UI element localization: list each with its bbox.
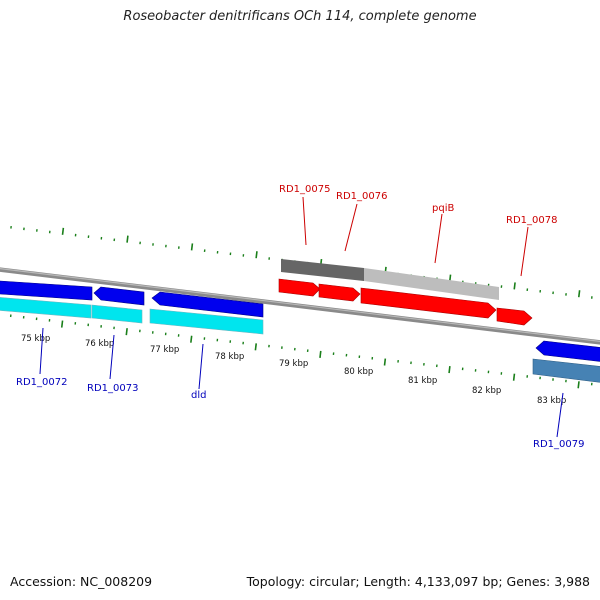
genome-summary: Topology: circular; Length: 4,133,097 bp…	[246, 574, 590, 589]
feature-bar-cyan-2	[91, 304, 143, 324]
gene-label-rd1-0073[interactable]: RD1_0073	[87, 383, 138, 394]
gene-arrow-rd1-0075[interactable]	[278, 278, 321, 297]
scale-label: 79 kbp	[279, 359, 308, 369]
major-tick	[60, 320, 64, 328]
scale-label: 75 kbp	[21, 334, 50, 344]
major-tick	[190, 243, 194, 251]
feature-bar-steel	[532, 358, 600, 383]
major-tick	[255, 251, 258, 259]
bottom-gene-labels: RD1_0072 RD1_0073 dld RD1_0079	[16, 327, 584, 450]
gene-label-rd1-0075[interactable]: RD1_0075	[279, 184, 330, 195]
major-tick	[512, 373, 516, 381]
top-gene-labels: RD1_0075 RD1_0076 pqiB RD1_0078	[279, 184, 557, 277]
major-tick	[577, 290, 581, 298]
leader-line	[434, 213, 443, 264]
major-tick	[448, 366, 451, 374]
gene-arrow-rd1-0079[interactable]	[535, 340, 600, 362]
scale-label: 81 kbp	[408, 376, 437, 386]
scale-label: 83 kbp	[537, 396, 566, 406]
major-tick	[577, 381, 580, 389]
genome-backbone-highlight	[0, 268, 600, 342]
scale-label: 82 kbp	[472, 386, 501, 396]
major-tick	[190, 335, 193, 343]
gene-arrow-rd1-0073[interactable]	[93, 286, 145, 306]
major-tick	[319, 350, 322, 358]
accession-label: Accession: NC_008209	[10, 574, 153, 589]
scale-labels: 75 kbp 76 kbp 77 kbp 78 kbp 79 kbp 80 kb…	[21, 334, 566, 406]
major-tick	[125, 328, 128, 336]
gene-label-pqib[interactable]: pqiB	[432, 203, 454, 214]
leader-line	[109, 334, 115, 380]
gene-label-rd1-0072[interactable]: RD1_0072	[16, 377, 67, 388]
gene-label-rd1-0078[interactable]: RD1_0078	[506, 215, 557, 226]
major-tick	[513, 282, 516, 290]
gene-arrow-pqib[interactable]	[360, 287, 497, 319]
scale-label: 77 kbp	[150, 345, 179, 355]
gene-arrow-rd1-0076[interactable]	[318, 283, 361, 302]
gene-label-rd1-0079[interactable]: RD1_0079	[533, 439, 584, 450]
gene-arrow-dld[interactable]	[151, 291, 264, 318]
feature-bar-cyan-3	[149, 308, 264, 335]
feature-bar-light	[364, 268, 499, 300]
leader-line	[198, 343, 204, 390]
inner-tick-track	[9, 314, 593, 389]
leader-line	[344, 203, 358, 252]
major-tick	[383, 358, 387, 366]
leader-line	[39, 327, 44, 375]
leader-line	[302, 196, 307, 246]
genome-backbone	[0, 267, 600, 345]
leader-line	[556, 392, 564, 438]
scale-label: 78 kbp	[215, 352, 244, 362]
scale-label: 76 kbp	[85, 339, 114, 349]
genome-title: Roseobacter denitrificans OCh 114, compl…	[123, 9, 477, 24]
feature-bar-dark	[281, 259, 364, 281]
scale-label: 80 kbp	[344, 367, 373, 377]
gene-arrow-rd1-0072[interactable]	[0, 280, 93, 301]
feature-bar-cyan-1	[0, 297, 92, 319]
gene-label-dld[interactable]: dld	[191, 390, 206, 401]
gene-arrow-rd1-0078[interactable]	[496, 307, 533, 326]
leader-line	[520, 226, 529, 277]
major-tick	[126, 235, 129, 243]
major-tick	[254, 343, 258, 351]
gene-label-rd1-0076[interactable]: RD1_0076	[336, 191, 387, 202]
major-tick	[61, 227, 65, 235]
